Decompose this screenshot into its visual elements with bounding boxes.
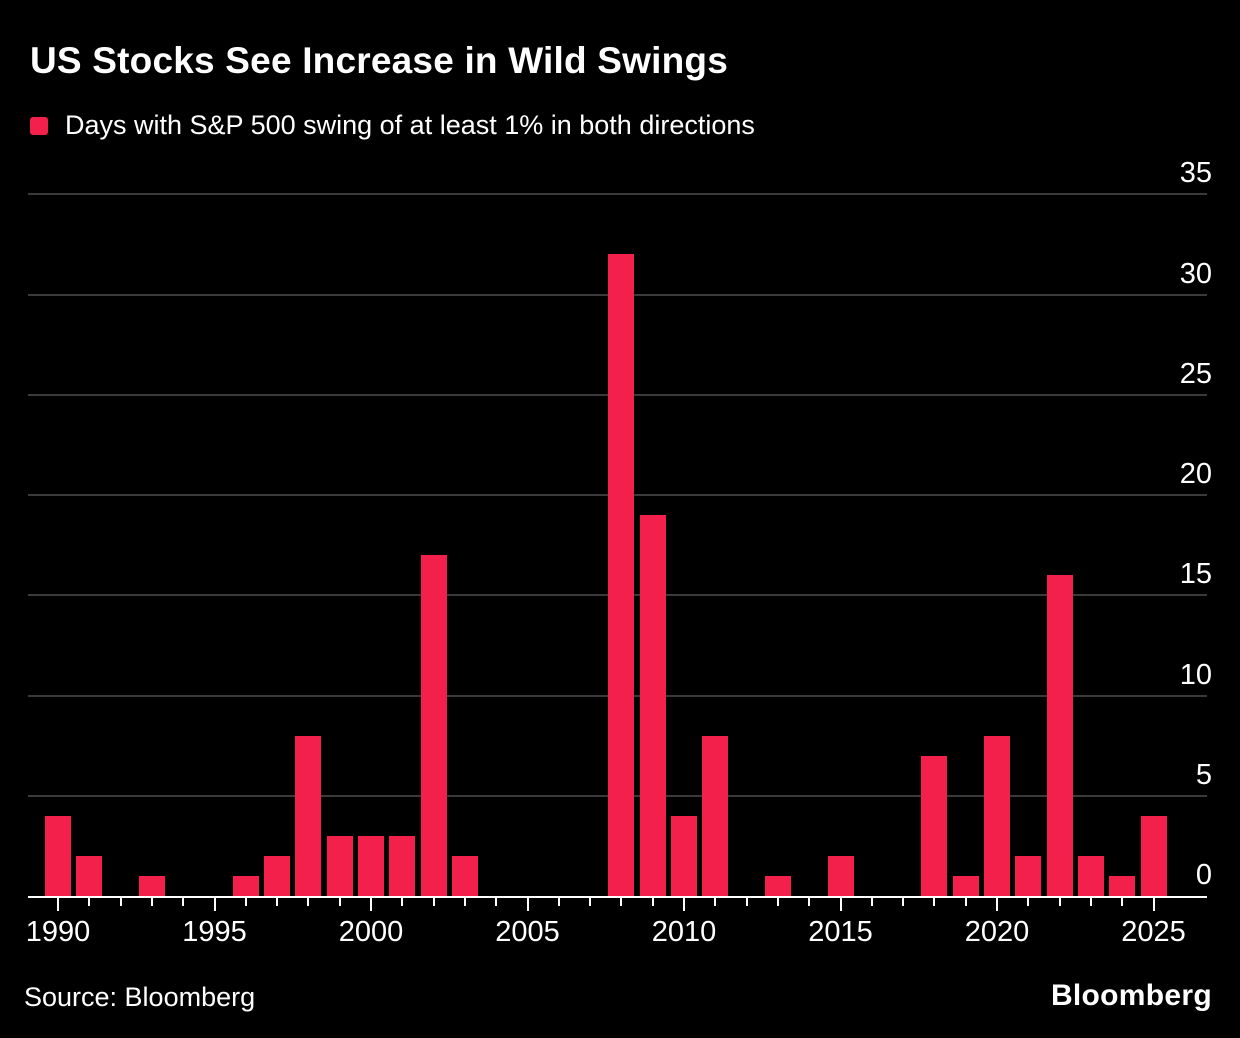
chart-title: US Stocks See Increase in Wild Swings	[30, 40, 728, 81]
bar-1990	[45, 815, 71, 896]
bar-2025	[1140, 815, 1167, 896]
bar-2018	[921, 755, 948, 896]
bar-1999	[326, 835, 353, 896]
bar-1997	[264, 855, 291, 896]
x-axis-minor-tick-2017	[902, 898, 905, 906]
x-axis-minor-tick-2014	[808, 898, 811, 906]
bar-2019	[952, 875, 979, 896]
x-axis-minor-tick-1993	[150, 898, 153, 906]
bar-2011	[702, 735, 729, 896]
gridline-35	[28, 193, 1207, 196]
bar-1993	[138, 875, 165, 896]
x-axis-minor-tick-1997	[276, 898, 279, 906]
source-note: Source: Bloomberg	[24, 982, 256, 1012]
x-axis-minor-tick-2002	[432, 898, 435, 906]
y-axis-label-0: 0	[1195, 859, 1212, 891]
bar-2002	[420, 555, 447, 896]
x-axis-major-tick-2015	[839, 898, 842, 911]
bar-2008	[608, 254, 635, 896]
bar-2003	[451, 855, 478, 896]
y-axis-label-20: 20	[1179, 458, 1212, 490]
x-axis-minor-tick-2021	[1027, 898, 1030, 906]
x-axis-label-2020: 2020	[964, 916, 1030, 948]
x-axis-major-tick-1990	[57, 898, 59, 911]
x-axis-minor-tick-2007	[589, 898, 592, 906]
bloomberg-logo: Bloomberg	[1050, 979, 1212, 1012]
x-axis-minor-tick-2012	[745, 898, 748, 906]
x-axis-minor-tick-2022	[1058, 898, 1061, 906]
x-axis-minor-tick-1998	[307, 898, 310, 906]
x-axis-label-2010: 2010	[651, 916, 717, 948]
bar-2024	[1109, 875, 1136, 896]
bar-2022	[1046, 575, 1073, 896]
x-axis-minor-tick-2013	[776, 898, 779, 906]
x-axis-minor-tick-2023	[1089, 898, 1092, 906]
x-axis-line	[28, 896, 1207, 898]
bar-2010	[671, 815, 697, 896]
legend-label: Days with S&P 500 swing of at least 1% i…	[65, 110, 755, 140]
x-axis-minor-tick-2016	[870, 898, 873, 906]
x-axis-major-tick-2025	[1152, 898, 1155, 911]
x-axis-minor-tick-1991	[88, 898, 91, 906]
bar-2009	[639, 515, 666, 896]
x-axis-major-tick-2010	[683, 898, 685, 911]
x-axis-minor-tick-2001	[401, 898, 404, 906]
x-axis-minor-tick-2009	[651, 898, 654, 906]
x-axis-minor-tick-2004	[495, 898, 498, 906]
x-axis-label-2000: 2000	[338, 916, 404, 948]
y-axis-label-15: 15	[1179, 558, 1212, 591]
x-axis-minor-tick-2024	[1121, 898, 1124, 906]
bar-2021	[1015, 855, 1042, 896]
x-axis-label-2015: 2015	[808, 916, 873, 948]
bar-2020	[984, 735, 1010, 896]
x-axis-minor-tick-2019	[964, 898, 967, 906]
bar-1991	[76, 855, 103, 896]
legend-swatch-icon	[30, 116, 48, 135]
x-axis-label-1990: 1990	[25, 916, 91, 948]
x-axis-minor-tick-1999	[338, 898, 341, 906]
x-axis-label-2005: 2005	[495, 916, 560, 948]
bar-1996	[232, 875, 259, 896]
x-axis-minor-tick-1996	[244, 898, 247, 906]
x-axis-major-tick-2005	[526, 898, 529, 911]
x-axis-label-1995: 1995	[182, 916, 247, 948]
x-axis-minor-tick-2018	[933, 898, 936, 906]
x-axis-minor-tick-1994	[182, 898, 185, 906]
bar-2015	[827, 855, 854, 896]
x-axis-major-tick-1995	[213, 898, 216, 911]
x-axis-minor-tick-2008	[620, 898, 623, 906]
bar-2023	[1077, 855, 1104, 896]
x-axis-minor-tick-2003	[463, 898, 466, 906]
y-axis-label-35: 35	[1179, 157, 1212, 190]
y-axis-label-30: 30	[1179, 257, 1212, 290]
y-axis-label-25: 25	[1179, 357, 1212, 390]
bar-1998	[295, 735, 322, 896]
y-axis-label-5: 5	[1195, 758, 1212, 791]
bar-2013	[764, 875, 791, 896]
x-axis-major-tick-2000	[370, 898, 372, 911]
bar-2000	[358, 835, 384, 896]
x-axis-minor-tick-2006	[557, 898, 560, 906]
bar-2001	[389, 835, 416, 896]
x-axis-minor-tick-1992	[119, 898, 122, 906]
x-axis-minor-tick-2011	[714, 898, 717, 906]
x-axis-label-2025: 2025	[1121, 916, 1186, 948]
legend: Days with S&P 500 swing of at least 1% i…	[30, 110, 755, 141]
y-axis-label-10: 10	[1179, 658, 1212, 691]
x-axis-major-tick-2020	[996, 898, 998, 911]
